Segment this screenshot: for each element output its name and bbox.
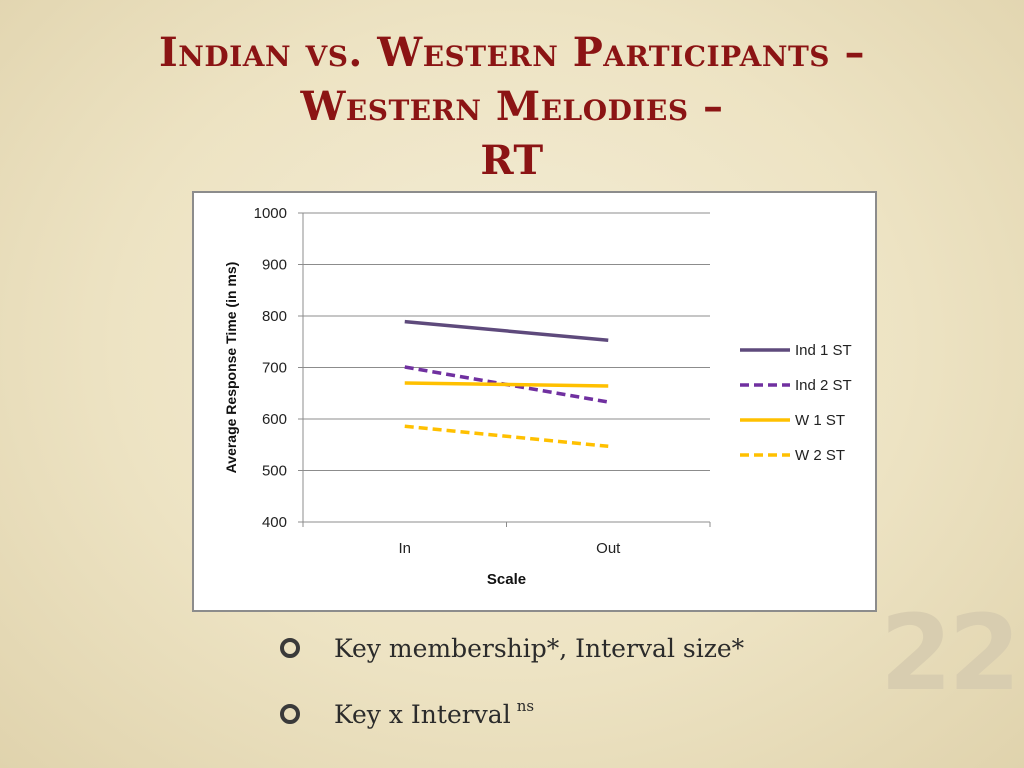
slide-title-line-3: RT — [480, 137, 544, 184]
slide-title: Indian vs. Western Participants – Wester… — [0, 26, 1024, 188]
bullet-item: Key membership*, Interval size* — [280, 628, 744, 668]
y-axis-title: Average Response Time (in ms) — [223, 262, 239, 474]
y-tick-label: 1000 — [254, 205, 287, 222]
bullet-text: Key membership*, Interval size* — [334, 633, 745, 663]
legend-label: Ind 1 ST — [795, 342, 852, 359]
line-chart: 400 500 600 700 800 900 1000 In Out Scale Average … — [223, 205, 852, 588]
y-tick-label: 400 — [262, 514, 287, 531]
series-line — [404, 381, 609, 388]
page-number: 22 — [880, 592, 1021, 714]
y-tick-label: 500 — [262, 463, 287, 480]
bullet-ring-icon — [280, 638, 300, 658]
x-axis-title: Scale — [487, 571, 526, 588]
legend-label: W 1 ST — [795, 412, 845, 429]
bullet-superscript: ns — [516, 697, 535, 715]
series-line — [404, 319, 609, 342]
bullet-item: Key x Interval ns — [280, 694, 534, 734]
x-tick-label: Out — [596, 540, 621, 557]
y-tick-label: 900 — [262, 257, 287, 274]
y-tick-label: 600 — [262, 411, 287, 428]
bullet-ring-icon — [280, 704, 300, 724]
series-line — [404, 424, 609, 449]
bullet-text: Key x Interval — [334, 699, 511, 729]
legend-label: Ind 2 ST — [795, 377, 852, 394]
chart-frame: 400 500 600 700 800 900 1000 In Out Scale Average … — [192, 191, 877, 612]
slide-title-line-2: Western Melodies – — [300, 83, 724, 130]
y-tick-label: 800 — [262, 308, 287, 325]
slide-title-line-1: Indian vs. Western Participants – — [159, 29, 865, 76]
x-tick-label: In — [398, 540, 411, 557]
y-tick-label: 700 — [262, 360, 287, 377]
legend-label: W 2 ST — [795, 447, 845, 464]
